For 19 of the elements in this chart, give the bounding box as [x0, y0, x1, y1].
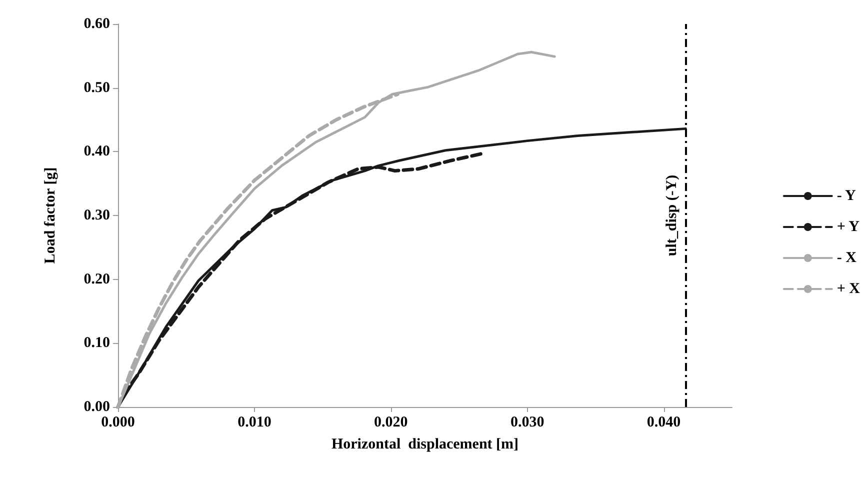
x-tick-label: 0.000 — [101, 414, 135, 430]
legend-label: - X — [836, 250, 857, 266]
y-tick-label: 0.10 — [84, 335, 110, 352]
ref-line-label: ult_disp (-Y) — [664, 174, 680, 256]
legend-label: - Y — [836, 188, 856, 204]
x-tick-label: 0.020 — [374, 414, 408, 430]
legend-label: + Y — [836, 219, 860, 235]
y-tick-label: 0.50 — [84, 80, 110, 96]
x-axis-title: Horizontal displacement [m] — [331, 436, 519, 452]
y-tick-label: 0.30 — [84, 208, 110, 224]
y-tick-label: 0.40 — [84, 144, 110, 160]
y-tick-label: 0.20 — [84, 271, 110, 288]
x-tick-label: 0.030 — [510, 414, 544, 430]
legend-label: + X — [836, 281, 860, 297]
x-tick-label: 0.010 — [238, 414, 272, 430]
x-tick-label: 0.040 — [646, 414, 681, 430]
y-axis-title: Load factor [g] — [42, 167, 58, 264]
y-tick-label: 0.00 — [84, 399, 110, 415]
y-tick-label: 0.60 — [84, 16, 110, 32]
